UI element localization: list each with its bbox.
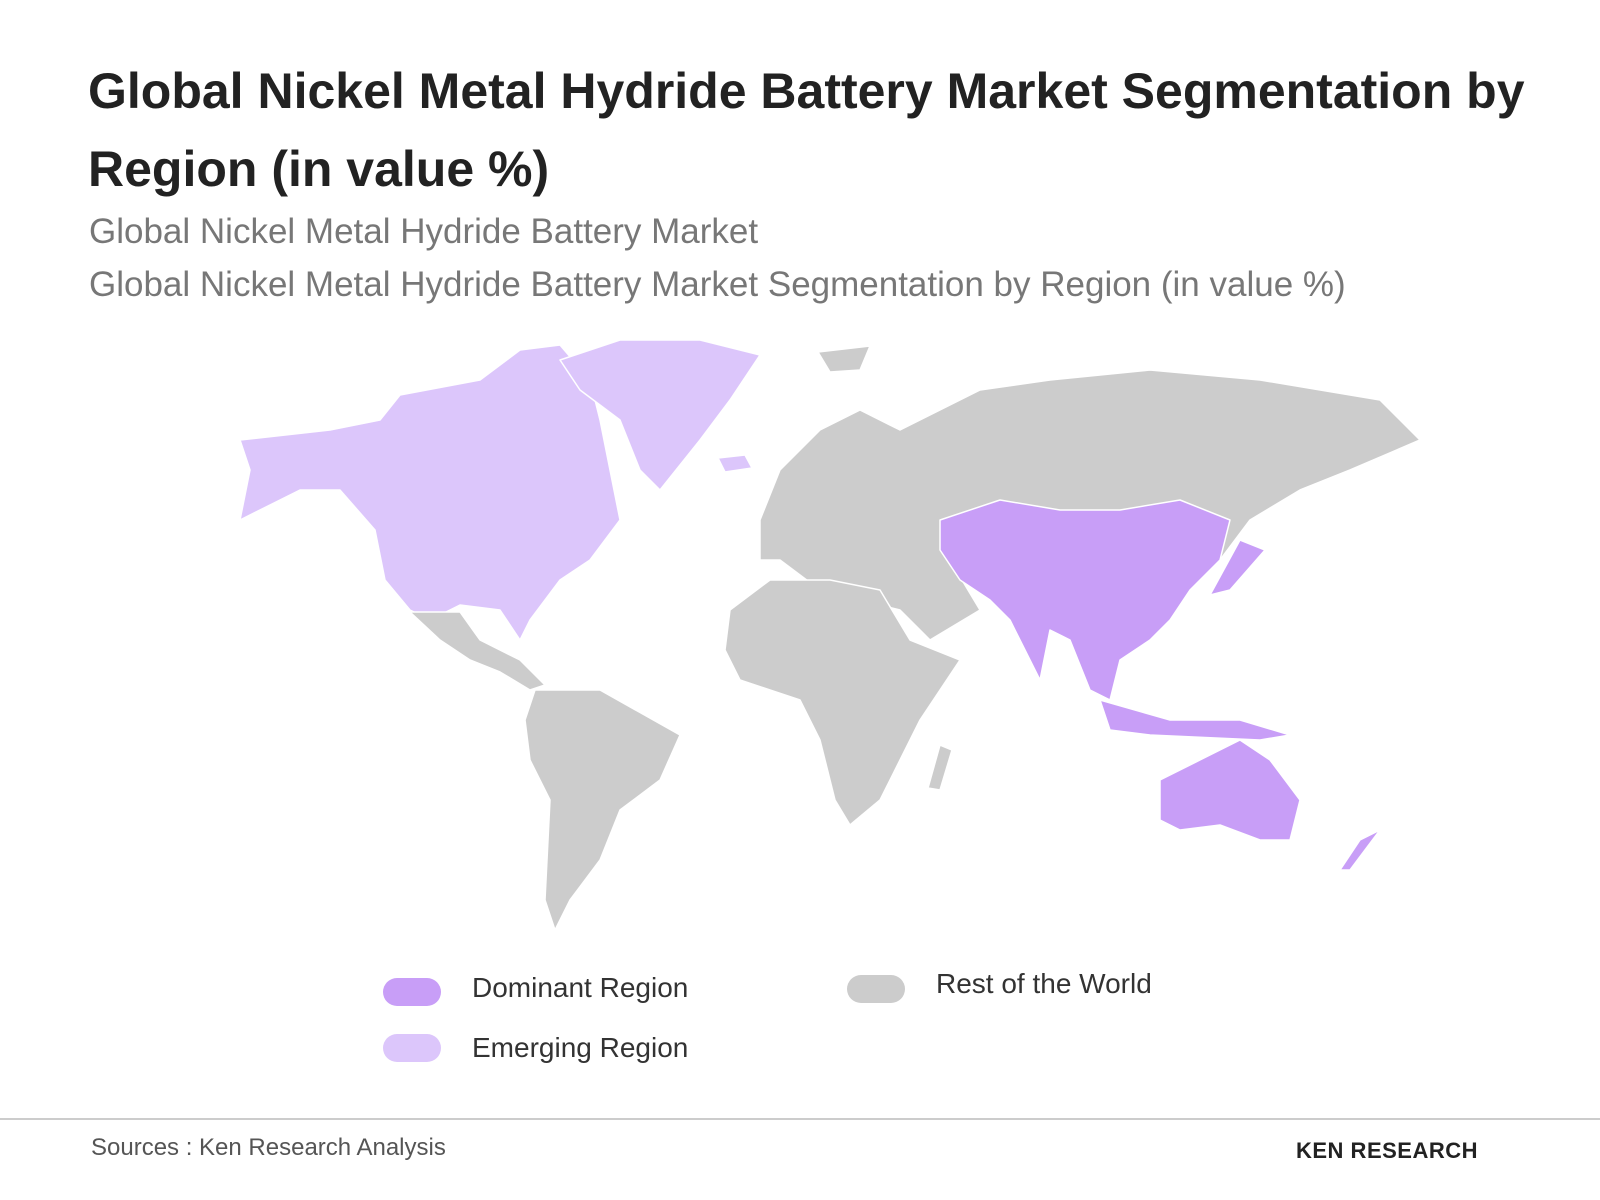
legend-swatch — [383, 1034, 441, 1062]
north-america — [239, 344, 621, 641]
south-america — [524, 689, 681, 931]
world-map — [239, 339, 1421, 931]
divider — [0, 1118, 1600, 1120]
legend-label: Dominant Region — [472, 972, 689, 1003]
logo: KEN RESEARCH — [1296, 1138, 1479, 1163]
madagascar — [927, 744, 953, 791]
africa — [724, 579, 961, 826]
legend-swatch — [383, 978, 441, 1006]
japan — [1209, 539, 1266, 596]
new-zealand — [1339, 829, 1381, 871]
greenland — [559, 339, 761, 491]
subtitle: Global Nickel Metal Hydride Battery Mark… — [89, 265, 1346, 304]
central-america — [409, 611, 546, 691]
legend-label: Rest of the World — [936, 968, 1152, 999]
iceland — [717, 454, 753, 473]
subtitle: Global Nickel Metal Hydride Battery Mark… — [89, 212, 759, 251]
svalbard — [817, 345, 871, 373]
legend-swatch — [847, 975, 905, 1003]
legend-label: Emerging Region — [472, 1032, 689, 1063]
australia — [1159, 739, 1301, 841]
title: Global Nickel Metal Hydride Battery Mark… — [88, 63, 1525, 197]
asia — [939, 499, 1231, 701]
indonesia — [1099, 699, 1291, 741]
source: Sources : Ken Research Analysis — [91, 1134, 446, 1161]
